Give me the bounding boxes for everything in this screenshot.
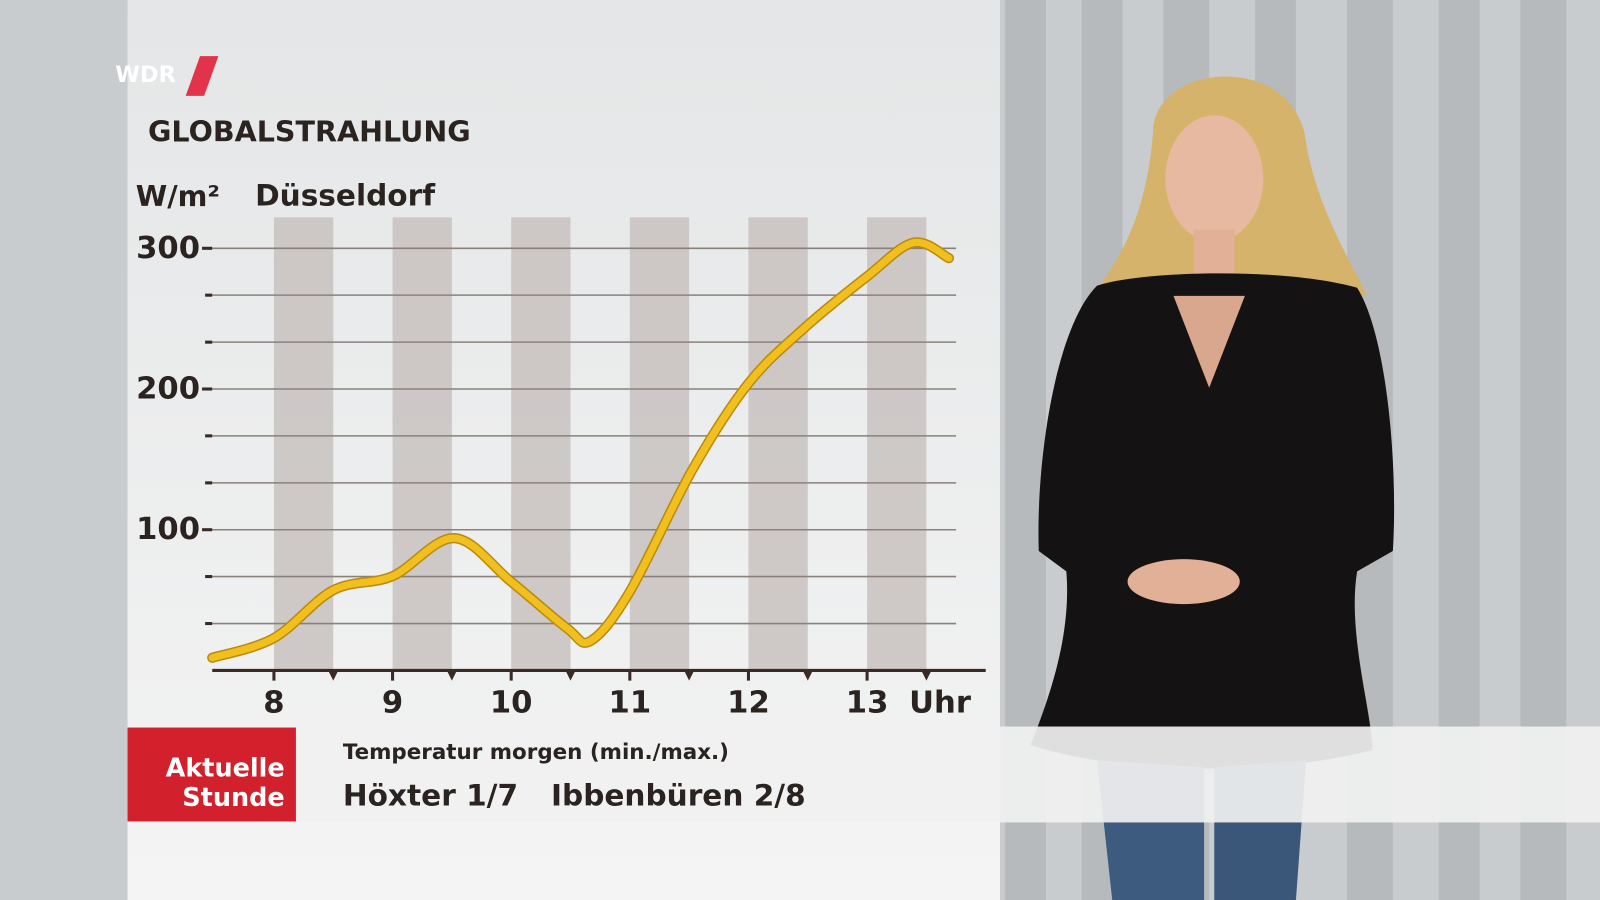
chart: 100 200 300 8 9 10 11 12 13 Uhr — [136, 217, 986, 721]
x-tick-label: 9 — [382, 686, 403, 721]
x-tick-label: 8 — [263, 686, 284, 721]
y-axis-label: W/m² — [136, 179, 220, 213]
half-hour-marker — [684, 670, 695, 681]
hour-band — [867, 217, 927, 671]
half-hour-marker — [802, 670, 813, 681]
ticker-item: Ibbenbüren 2/8 — [551, 778, 806, 812]
y-tick-label: 100 — [136, 512, 200, 547]
chart-subtitle: Düsseldorf — [255, 178, 436, 212]
y-tick-label: 200 — [136, 372, 200, 407]
chart-title: GLOBALSTRAHLUNG — [148, 115, 471, 149]
presenter — [1030, 76, 1395, 900]
wdr-logo: WDR — [115, 56, 219, 96]
half-hour-marker — [446, 670, 457, 681]
brand-text: Aktuelle — [166, 753, 285, 783]
hour-band — [748, 217, 808, 671]
brand-text: Stunde — [182, 783, 284, 813]
logo-text: WDR — [115, 62, 176, 88]
x-axis-label: Uhr — [909, 686, 971, 721]
brand-box — [127, 727, 296, 822]
x-tick-label: 12 — [727, 686, 770, 721]
half-hour-marker — [921, 670, 932, 681]
half-hour-marker — [565, 670, 576, 681]
ticker-bar — [127, 726, 1600, 823]
y-tick-label: 300 — [136, 231, 200, 266]
x-tick-label: 10 — [490, 686, 533, 721]
ticker-heading: Temperatur morgen (min./max.) — [343, 740, 729, 765]
x-tick-label: 11 — [609, 686, 652, 721]
ticker: Aktuelle Stunde Temperatur morgen (min./… — [127, 726, 1600, 823]
half-hour-marker — [328, 670, 339, 681]
x-tick-label: 13 — [846, 686, 889, 721]
hour-band — [392, 217, 452, 671]
ticker-item: Höxter 1/7 — [343, 778, 518, 812]
hour-band — [629, 217, 690, 671]
line — [208, 238, 953, 662]
